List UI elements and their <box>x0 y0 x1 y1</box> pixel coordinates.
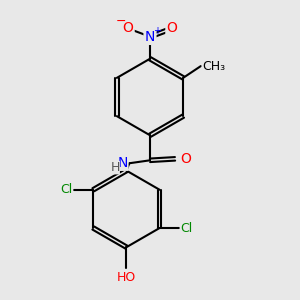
Text: N: N <box>118 156 128 170</box>
Text: Cl: Cl <box>60 183 73 196</box>
Text: O: O <box>167 21 178 35</box>
Text: +: + <box>153 26 161 36</box>
Text: HO: HO <box>117 271 136 284</box>
Text: O: O <box>180 152 191 166</box>
Text: Cl: Cl <box>180 221 193 235</box>
Text: H: H <box>110 161 120 174</box>
Text: CH₃: CH₃ <box>202 60 225 73</box>
Text: N: N <box>145 30 155 44</box>
Text: O: O <box>122 21 134 35</box>
Text: −: − <box>115 15 126 28</box>
